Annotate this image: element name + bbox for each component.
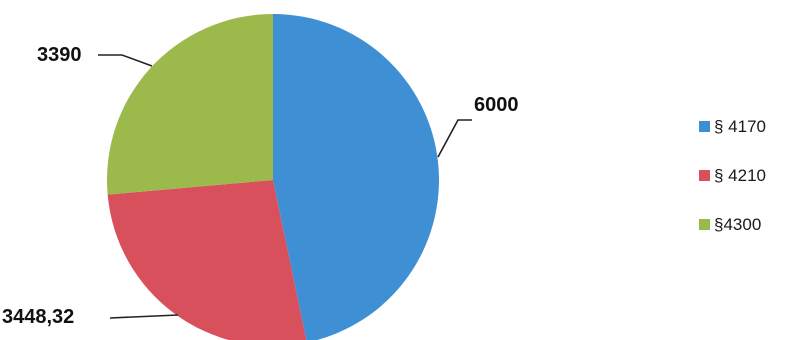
legend-swatch-4210 (699, 170, 710, 181)
data-label-4210: 3448,32 (2, 306, 74, 328)
pie-slice-4210 (107, 180, 307, 340)
legend-swatch-4300 (699, 219, 710, 230)
legend-swatch-4170 (699, 121, 710, 132)
leader-line-4210 (109, 314, 179, 319)
legend-label-4170: § 4170 (714, 117, 766, 136)
pie-slice-4300 (107, 14, 273, 195)
leader-line-4300 (98, 54, 153, 67)
data-label-4170: 6000 (474, 94, 519, 116)
legend: § 4170 § 4210 §4300 (699, 117, 766, 234)
pie-slices (107, 14, 439, 340)
legend-label-4300: §4300 (714, 215, 761, 234)
data-label-4300: 3390 (37, 44, 82, 66)
leader-line-4170 (437, 119, 472, 158)
pie-slice-4170 (273, 14, 439, 340)
leader-lines (98, 54, 472, 319)
legend-label-4210: § 4210 (714, 166, 766, 185)
